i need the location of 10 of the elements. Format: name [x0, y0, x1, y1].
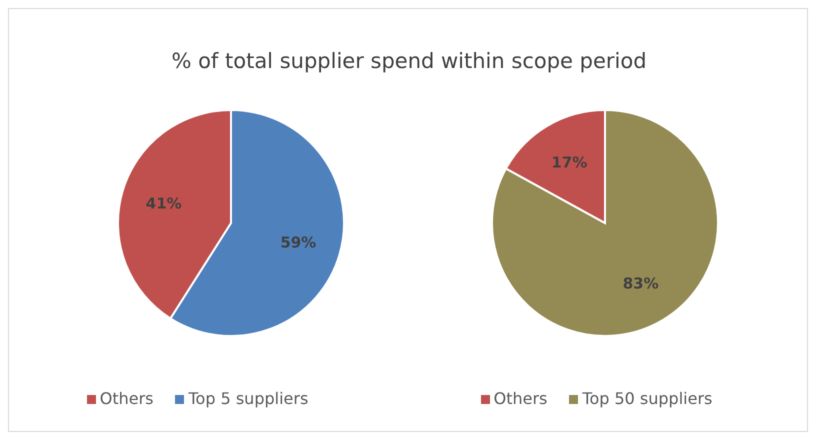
data-label: 17%: [551, 154, 588, 172]
data-label: 59%: [280, 234, 316, 252]
legend-label: Top 5 suppliers: [188, 389, 308, 408]
legend-label: Others: [100, 389, 154, 408]
pie-slice: [491, 109, 719, 337]
text: % of total supplier spend within scope period: [170, 49, 648, 73]
legend-label: Top 50 suppliers: [582, 389, 712, 408]
legend-label: Others: [494, 389, 548, 408]
data-label: 41%: [146, 194, 182, 212]
data-label: 83%: [622, 274, 659, 292]
